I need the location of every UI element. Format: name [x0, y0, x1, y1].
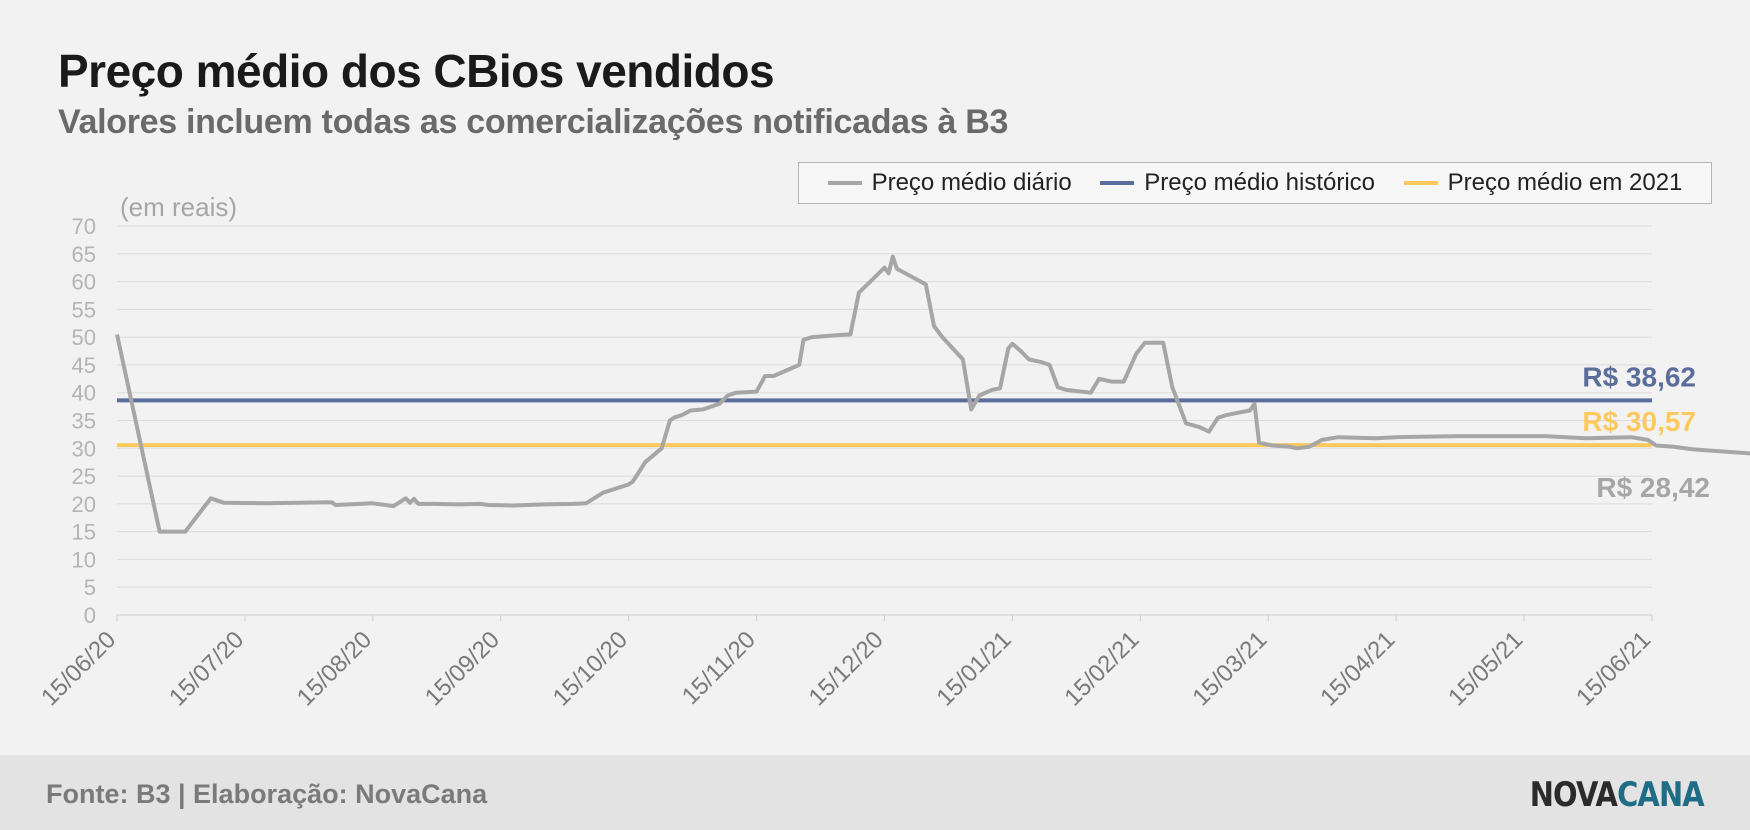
legend-swatch-daily	[827, 181, 862, 185]
x-tick-label: 15/07/20	[164, 626, 249, 711]
y-tick-label: 60	[72, 270, 96, 295]
y-tick-label: 70	[72, 214, 96, 239]
x-tick-label: 15/08/20	[292, 626, 377, 711]
y-axis-label: (em reais)	[120, 192, 237, 222]
chart-title: Preço médio dos CBios vendidos	[58, 45, 775, 97]
x-tick-label: 15/06/21	[1571, 626, 1656, 711]
legend: Preço médio diário Preço médio histórico…	[798, 162, 1712, 204]
series-layer	[115, 254, 1750, 534]
y-tick-label: 25	[72, 464, 96, 489]
y-tick-label: 35	[72, 409, 96, 434]
source-text: Fonte: B3 | Elaboração: NovaCana	[46, 779, 488, 809]
x-tick-label: 15/04/21	[1315, 626, 1400, 711]
logo-part-cana: CANA	[1617, 775, 1705, 815]
legend-swatch-historical	[1100, 181, 1135, 185]
legend-label-historical: Preço médio histórico	[1144, 169, 1376, 196]
y-tick-label: 0	[84, 603, 96, 628]
x-tick-label: 15/05/21	[1443, 626, 1528, 711]
historical-average-label: R$ 38,62	[1582, 361, 1696, 392]
footer: Fonte: B3 | Elaboração: NovaCana NOVACAN…	[0, 755, 1750, 830]
daily-price-line	[115, 254, 1750, 534]
y-tick-label: 65	[72, 242, 96, 267]
y-tick-label: 30	[72, 436, 96, 461]
x-tick-label: 15/02/21	[1059, 626, 1144, 711]
y-tick-label: 5	[84, 575, 96, 600]
x-tick-label: 15/06/20	[36, 626, 121, 711]
y-tick-label: 50	[72, 325, 96, 350]
legend-label-daily: Preço médio diário	[871, 169, 1072, 196]
novacana-logo: NOVACANA	[1529, 775, 1705, 815]
y-tick-label: 20	[72, 492, 96, 517]
chart-subtitle: Valores incluem todas as comercializaçõe…	[58, 103, 1009, 141]
x-tick-label: 15/01/21	[932, 626, 1017, 711]
legend-label-2021: Preço médio em 2021	[1447, 169, 1683, 196]
legend-item-historical: Preço médio histórico	[1100, 169, 1375, 197]
end-labels: R$ 38,62 R$ 30,57 R$ 28,42	[1582, 361, 1710, 503]
legend-item-2021: Preço médio em 2021	[1403, 169, 1683, 197]
legend-swatch-2021	[1403, 181, 1438, 185]
y-tick-label: 55	[72, 297, 96, 322]
grid-layer	[117, 225, 1652, 616]
legend-item-daily: Preço médio diário	[827, 169, 1072, 197]
x-tick-label: 15/03/21	[1187, 626, 1272, 711]
x-tick-label: 15/09/20	[420, 626, 505, 711]
daily-latest-label: R$ 28,42	[1596, 472, 1710, 503]
y-tick-label: 15	[72, 520, 96, 545]
x-tick-labels: 15/06/20 15/07/20 15/08/20 15/09/20 15/10/20…	[36, 615, 1656, 711]
average-2021-label: R$ 30,57	[1582, 406, 1696, 437]
x-tick-label: 15/12/20	[804, 626, 889, 711]
y-tick-label: 40	[72, 381, 96, 406]
x-tick-label: 15/10/20	[548, 626, 633, 711]
y-tick-label: 10	[72, 547, 96, 572]
x-tick-label: 15/11/20	[677, 626, 761, 710]
logo-part-nova: NOVA	[1529, 775, 1618, 815]
y-tick-label: 45	[72, 353, 96, 378]
